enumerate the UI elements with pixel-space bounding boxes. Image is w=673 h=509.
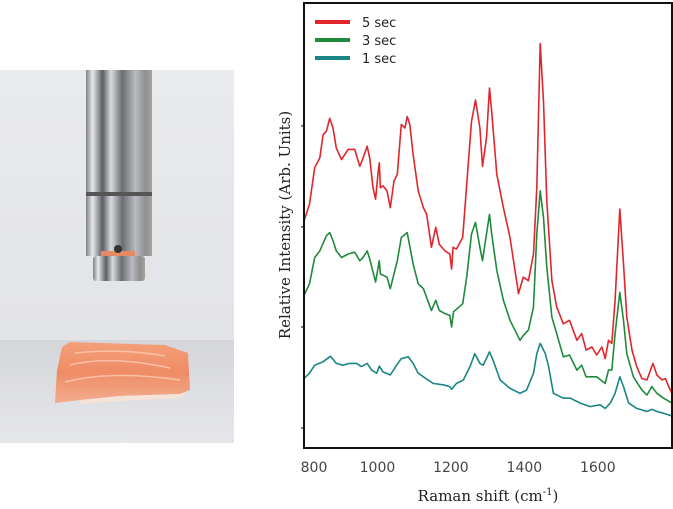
legend-label-1sec: 1 sec [362,52,396,67]
x-tick-label: 800 [301,460,328,476]
probe-over-salmon-photo [0,70,234,443]
x-axis-label: Raman shift (cm-1) [418,487,559,505]
legend-label-5sec: 5 sec [362,16,396,31]
probe-tip [93,256,145,281]
plot-frame [303,2,673,449]
legend: 5 sec 3 sec 1 sec [315,16,396,67]
series-line-3sec [303,190,673,404]
x-tick-label: 1400 [507,460,543,476]
y-axis-label: Relative Intensity (Arb. Units) [276,111,294,339]
probe-upper [86,70,152,193]
series-line-5sec [303,42,673,394]
x-tick-label: 1600 [580,460,616,476]
series-line-1sec [303,342,673,417]
x-tick-label: 1200 [433,460,469,476]
x-tick-label: 1000 [360,460,396,476]
legend-label-3sec: 3 sec [362,34,396,49]
salmon-fillet [55,342,190,403]
